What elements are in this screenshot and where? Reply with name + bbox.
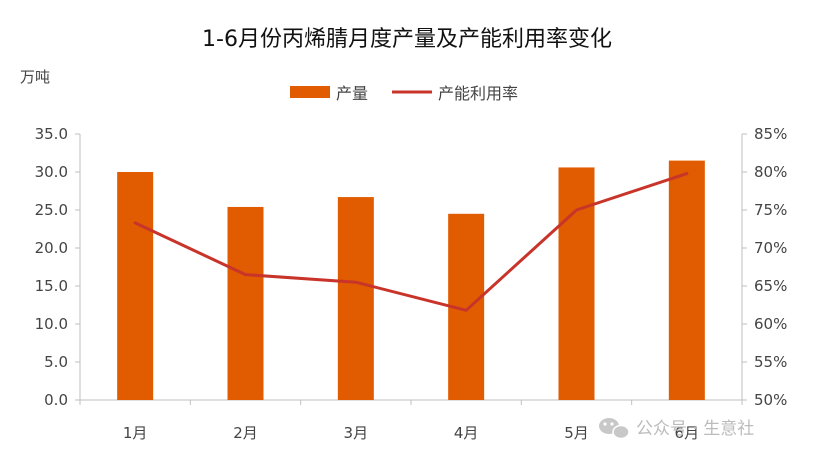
left-tick-label: 0.0 xyxy=(44,391,68,409)
legend-bar-label: 产量 xyxy=(336,84,368,103)
left-tick-label: 10.0 xyxy=(35,315,68,333)
x-tick-label: 4月 xyxy=(454,424,479,442)
x-tick-label: 2月 xyxy=(233,424,258,442)
x-tick-label: 5月 xyxy=(564,424,589,442)
left-tick-label: 25.0 xyxy=(35,201,68,219)
bar xyxy=(668,160,705,400)
line-series xyxy=(133,172,689,312)
bars xyxy=(117,160,705,400)
left-tick-label: 5.0 xyxy=(44,353,68,371)
left-tick-label: 30.0 xyxy=(35,163,68,181)
left-tick-label: 15.0 xyxy=(35,277,68,295)
left-axis-ticks: 0.0 5.0 10.0 15.0 20.0 25.0 30.0 35.0 xyxy=(35,125,80,409)
legend: 产量 产能利用率 xyxy=(290,84,518,103)
x-tick-label: 6月 xyxy=(675,424,700,442)
watermark: 公众号 · 生意社 xyxy=(599,418,754,440)
legend-line-label: 产能利用率 xyxy=(438,84,518,103)
right-tick-label: 85% xyxy=(754,125,787,143)
right-tick-label: 70% xyxy=(754,239,787,257)
right-tick-label: 80% xyxy=(754,163,787,181)
right-tick-label: 65% xyxy=(754,277,787,295)
bar xyxy=(337,197,374,400)
right-tick-label: 75% xyxy=(754,201,787,219)
utilization-line xyxy=(133,172,689,312)
right-tick-label: 55% xyxy=(754,353,787,371)
chart-title: 1-6月份丙烯腈月度产量及产能利用率变化 xyxy=(202,27,612,52)
watermark-text: 公众号 · 生意社 xyxy=(636,419,754,439)
x-tick-label: 1月 xyxy=(123,424,148,442)
axes xyxy=(79,134,743,401)
left-tick-label: 20.0 xyxy=(35,239,68,257)
x-axis-ticks: 1月 2月 3月 4月 5月 6月 xyxy=(79,400,743,442)
bar xyxy=(117,172,154,400)
right-tick-label: 50% xyxy=(754,391,787,409)
right-tick-label: 60% xyxy=(754,315,787,333)
right-axis-ticks: 50% 55% 60% 65% 70% 75% 80% 85% xyxy=(742,125,787,409)
x-tick-label: 3月 xyxy=(344,424,369,442)
bar xyxy=(558,167,595,400)
left-tick-label: 35.0 xyxy=(35,125,68,143)
wechat-icon xyxy=(599,418,630,440)
bar xyxy=(227,206,264,400)
legend-bar-swatch xyxy=(290,86,330,98)
left-axis-unit: 万吨 xyxy=(20,68,50,86)
